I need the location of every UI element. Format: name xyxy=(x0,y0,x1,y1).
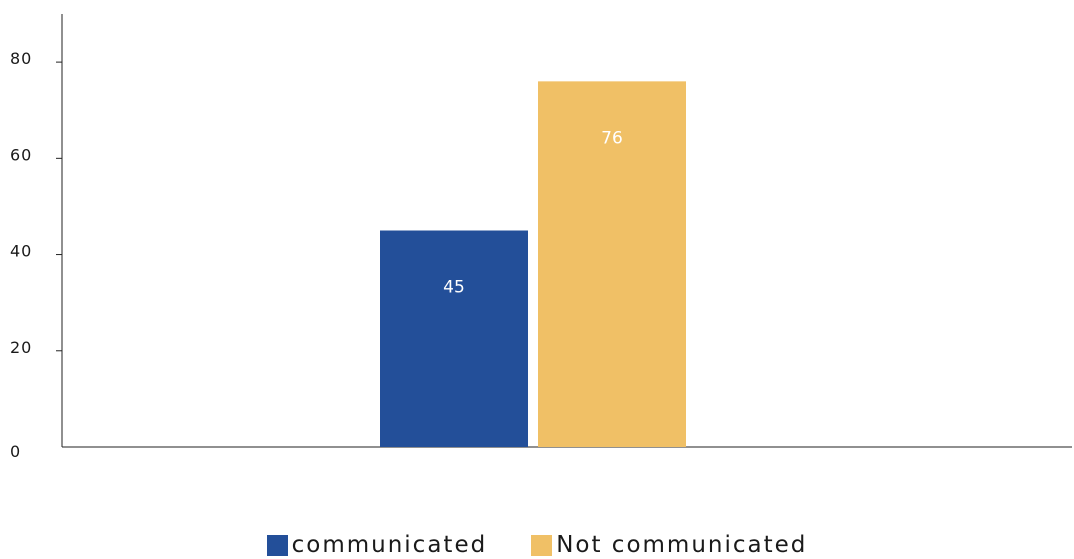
y-tick-label: 60 xyxy=(10,145,32,164)
data-label: 76 xyxy=(601,128,623,148)
chart-bars: 45 76 xyxy=(380,81,686,447)
bar-not-communicated xyxy=(538,81,686,447)
legend-swatch-not-communicated xyxy=(531,535,553,556)
bar-chart: 0 20 40 60 80 45 76 xyxy=(10,14,1072,461)
legend-item-not-communicated: Not communicated xyxy=(531,532,807,559)
y-tick-label: 80 xyxy=(10,49,32,68)
bar-communicated xyxy=(380,230,528,447)
legend-swatch-communicated xyxy=(266,535,288,556)
y-tick-label: 0 xyxy=(10,442,21,461)
y-tick-label: 20 xyxy=(10,338,32,357)
legend-label-communicated: communicated xyxy=(291,532,488,558)
data-label: 45 xyxy=(443,278,465,298)
legend-item-communicated: communicated xyxy=(266,532,488,559)
chart-axes: 0 20 40 60 80 xyxy=(10,14,1072,461)
chart-legend: communicated Not communicated xyxy=(0,532,1074,559)
y-tick-label: 40 xyxy=(10,242,32,261)
legend-label-not-communicated: Not communicated xyxy=(556,532,808,558)
